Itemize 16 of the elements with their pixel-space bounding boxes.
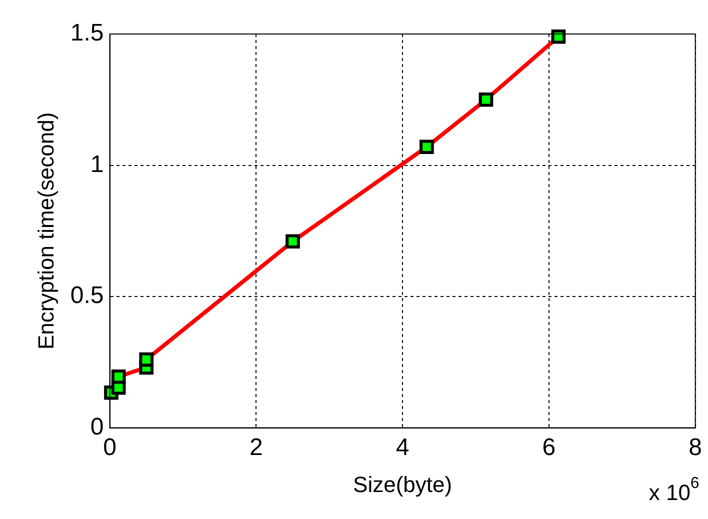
point xyxy=(478,92,494,107)
y-tick-label: 0.5 xyxy=(70,282,104,310)
x-tick-label: 2 xyxy=(249,434,263,461)
point xyxy=(551,29,566,44)
point xyxy=(286,234,300,249)
y-axis-title: Encryption time(second) xyxy=(33,112,58,350)
x-axis-title: Size(byte) xyxy=(353,472,452,497)
x-tick-label: 8 xyxy=(688,434,702,461)
point xyxy=(111,369,126,384)
y-tick-label: 1 xyxy=(90,150,104,178)
point xyxy=(420,140,434,154)
y-tick-label: 0 xyxy=(90,413,104,440)
point xyxy=(139,352,154,367)
y-tick-label: 1.5 xyxy=(70,20,104,47)
x-tick-label: 4 xyxy=(396,434,410,461)
x-tick-label: 6 xyxy=(542,434,556,461)
